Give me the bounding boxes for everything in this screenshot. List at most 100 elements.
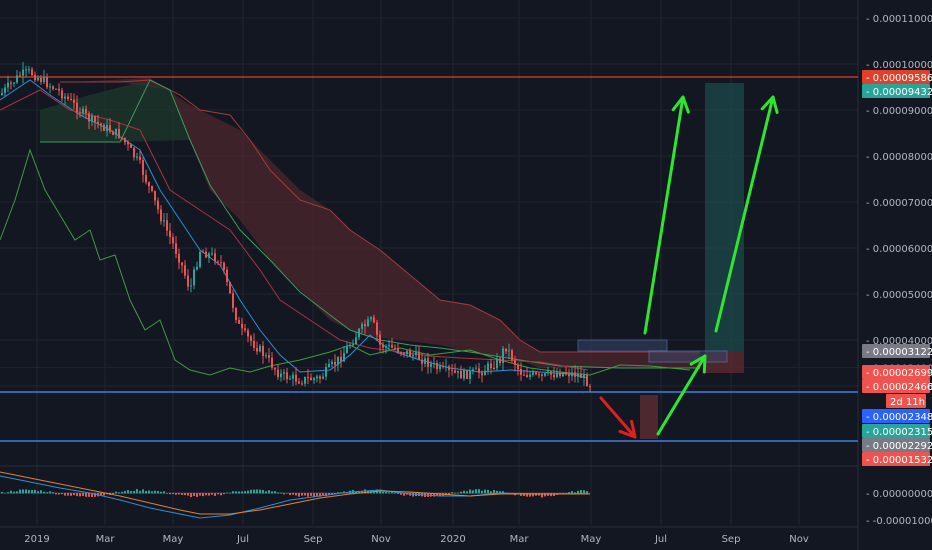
candle-body bbox=[364, 323, 366, 327]
candle-body bbox=[19, 75, 21, 77]
macd-histogram-bar bbox=[88, 493, 90, 497]
macd-histogram-bar bbox=[400, 493, 402, 495]
macd-histogram-bar bbox=[391, 492, 393, 494]
candle-body bbox=[526, 375, 528, 377]
candle-body bbox=[85, 108, 87, 114]
candle-body bbox=[331, 361, 333, 365]
macd-histogram-bar bbox=[457, 492, 459, 494]
candle-body bbox=[490, 363, 492, 368]
candle-body bbox=[166, 220, 168, 231]
candle-body bbox=[340, 356, 342, 362]
candle-body bbox=[481, 372, 483, 376]
arrow-up-bounce-head bbox=[689, 354, 707, 374]
candle-body bbox=[226, 269, 228, 283]
arrow-up-bounce bbox=[656, 354, 707, 436]
macd-histogram-bar bbox=[574, 492, 576, 494]
macd-histogram-bar bbox=[4, 492, 6, 494]
macd-histogram-bar bbox=[388, 492, 390, 494]
price-tag-bg bbox=[862, 379, 930, 393]
candle-body bbox=[139, 156, 141, 161]
macd-histogram-bar bbox=[238, 491, 240, 494]
macd-axis-tick: - 0.00000000 bbox=[866, 489, 932, 500]
candle-body bbox=[88, 113, 90, 122]
candle-body bbox=[175, 243, 177, 254]
macd-histogram-bar bbox=[265, 491, 267, 494]
candle-body bbox=[10, 82, 12, 84]
candle-body bbox=[415, 351, 417, 356]
macd-histogram-bar bbox=[91, 493, 93, 498]
resistance-box-2 bbox=[648, 350, 728, 363]
price-axis-tick: - 0.00009000 bbox=[866, 106, 932, 117]
candle-body bbox=[34, 75, 36, 81]
macd-histogram-bar bbox=[181, 493, 183, 495]
macd-histogram-bar bbox=[49, 491, 51, 494]
macd-histogram-bar bbox=[235, 491, 237, 494]
candle-body bbox=[463, 369, 465, 379]
macd-histogram-bar bbox=[217, 493, 219, 495]
macd-histogram-bar bbox=[310, 493, 312, 496]
candle-body bbox=[217, 261, 219, 263]
candle-body bbox=[487, 363, 489, 371]
price-axis-tick: - 0.00011000 bbox=[866, 14, 932, 25]
macd-histogram-bar bbox=[481, 490, 483, 494]
price-axis-tick: - 0.00005000 bbox=[866, 290, 932, 301]
candle-body bbox=[511, 350, 513, 361]
macd-histogram-bar bbox=[202, 493, 204, 497]
candle-body bbox=[529, 374, 531, 377]
candle-body bbox=[250, 336, 252, 341]
candle-body bbox=[556, 372, 558, 378]
macd-histogram-bar bbox=[184, 493, 186, 496]
candle-body bbox=[418, 351, 420, 360]
candle-body bbox=[280, 373, 282, 378]
candle-body bbox=[469, 370, 471, 379]
macd-histogram-bar bbox=[241, 491, 243, 494]
macd-histogram-bar bbox=[82, 493, 84, 496]
candle-body bbox=[451, 369, 453, 371]
candle-body bbox=[49, 86, 51, 88]
candle-body bbox=[535, 372, 537, 375]
candle-body bbox=[409, 350, 411, 357]
macd-histogram-bar bbox=[460, 491, 462, 494]
candle-body bbox=[406, 350, 408, 355]
candle-body bbox=[160, 209, 162, 222]
time-axis-tick: 2019 bbox=[24, 534, 49, 545]
candle-body bbox=[172, 237, 174, 244]
candle-body bbox=[361, 323, 363, 329]
candle-body bbox=[130, 144, 132, 148]
candle-body bbox=[109, 125, 111, 132]
macd-histogram-bar bbox=[13, 491, 15, 494]
candle-body bbox=[547, 371, 549, 374]
macd-histogram-bar bbox=[145, 490, 147, 494]
projection-boxes bbox=[577, 83, 744, 439]
candle-body bbox=[268, 355, 270, 358]
candle-body bbox=[205, 251, 207, 258]
candle-body bbox=[43, 77, 45, 83]
candle-body bbox=[586, 374, 588, 387]
macd-histogram-bar bbox=[154, 490, 156, 494]
time-axis[interactable]: 2019 Mar May Jul Sep Nov 2020 Mar May Jul Sep Nov bbox=[24, 534, 809, 545]
candle-body bbox=[133, 147, 135, 158]
macd-histogram-bar bbox=[55, 493, 57, 495]
time-axis-tick: Nov bbox=[789, 534, 809, 545]
candle-body bbox=[400, 352, 402, 354]
price-tag-label: - 0.00001532 bbox=[866, 455, 932, 466]
macd-histogram-bar bbox=[298, 493, 300, 497]
macd-histogram-bar bbox=[7, 492, 9, 494]
span-a-line bbox=[60, 79, 700, 353]
candle-body bbox=[343, 353, 345, 362]
price-tag-label: - 0.00002348 bbox=[866, 412, 932, 423]
target-zone bbox=[705, 83, 744, 351]
macd-histogram-bar bbox=[316, 493, 318, 497]
candle-body bbox=[169, 230, 171, 238]
macd-histogram-bar bbox=[571, 491, 573, 494]
candle-body bbox=[259, 345, 261, 352]
candle-body bbox=[265, 355, 267, 357]
macd-histogram-bar bbox=[16, 491, 18, 494]
macd-line bbox=[0, 475, 590, 519]
candle-body bbox=[349, 345, 351, 347]
macd-histogram-bar bbox=[43, 491, 45, 494]
candle-body bbox=[514, 360, 516, 366]
candle-body bbox=[124, 137, 126, 143]
candle-body bbox=[253, 340, 255, 348]
